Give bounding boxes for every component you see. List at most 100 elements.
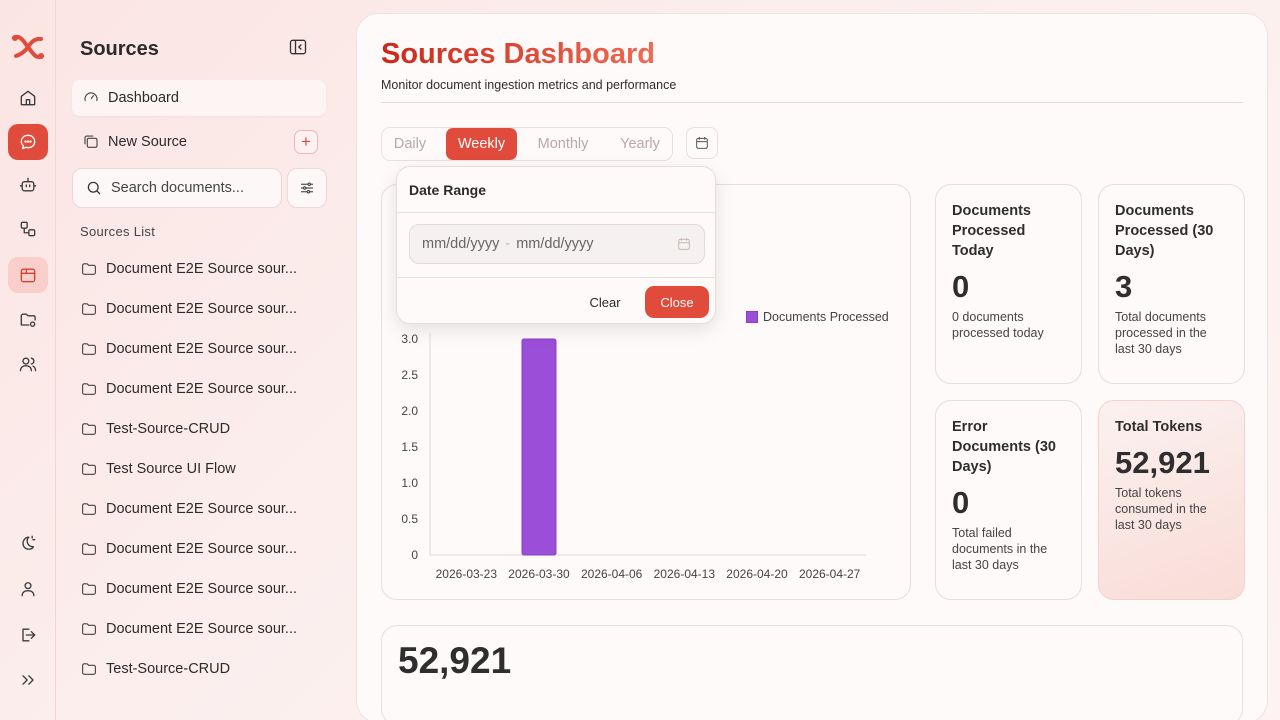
source-list-item[interactable]: Document E2E Source sour... <box>80 257 297 281</box>
date-range-input[interactable]: mm/dd/yyyy - mm/dd/yyyy <box>409 224 705 264</box>
tokens-summary-value: 52,921 <box>398 640 512 681</box>
x-tick-label: 2026-04-20 <box>726 567 788 581</box>
profile-button[interactable] <box>8 571 48 607</box>
source-name: Document E2E Source sour... <box>106 581 298 597</box>
source-list-item[interactable]: Test-Source-CRUD <box>80 417 230 441</box>
source-list-item[interactable]: Document E2E Source sour... <box>80 337 297 361</box>
app-logo-icon[interactable] <box>10 32 46 62</box>
nav-sources-button[interactable] <box>8 257 48 293</box>
legend-label: Documents Processed <box>763 310 889 324</box>
start-date-placeholder[interactable]: mm/dd/yyyy <box>422 236 500 252</box>
x-tick-label: 2026-03-23 <box>436 567 498 581</box>
calendar-picker-icon[interactable] <box>676 236 692 252</box>
nav-home-button[interactable] <box>8 80 48 116</box>
nav-users-button[interactable] <box>8 346 48 382</box>
nav-chat-button[interactable] <box>8 124 48 160</box>
period-yearly-tab[interactable]: Yearly <box>620 136 660 152</box>
source-list-item[interactable]: Document E2E Source sour... <box>80 377 297 401</box>
chart-bar <box>521 338 557 556</box>
sidebar-item-dashboard[interactable]: Dashboard <box>72 80 326 116</box>
source-name: Test Source UI Flow <box>106 461 236 477</box>
stat-title: Documents Processed (30 Days) <box>1115 203 1214 259</box>
clear-button[interactable]: Clear <box>589 294 621 310</box>
folder-icon <box>82 663 96 675</box>
chart-legend[interactable]: Documents Processed <box>746 310 889 324</box>
stat-description: Total failed documents in the last 30 da… <box>952 526 1048 572</box>
chat-icon <box>20 134 36 150</box>
source-list-item[interactable]: Test-Source-CRUD <box>80 657 230 681</box>
source-list-item[interactable]: Document E2E Source sour... <box>80 537 297 561</box>
source-name: Test-Source-CRUD <box>106 421 231 437</box>
dashboard-main: Sources Dashboard Monitor document inges… <box>356 13 1268 720</box>
page-subtitle: Monitor document ingestion metrics and p… <box>381 78 677 92</box>
folder-icon <box>82 463 96 475</box>
period-weekly-tab[interactable]: Weekly <box>446 128 517 160</box>
source-name: Document E2E Source sour... <box>106 541 298 557</box>
date-separator: - <box>505 236 511 252</box>
logout-button[interactable] <box>8 617 48 653</box>
stat-title: Documents Processed Today <box>952 203 1031 259</box>
search-box <box>72 168 282 208</box>
documents-bar-chart: 0 0.5 1.0 1.5 2.0 2.5 3.0 2026-03-23 2026-03-30 2… <box>401 332 866 581</box>
sidebar-item-new-source[interactable]: New Source <box>72 124 326 160</box>
stat-value: 0 <box>952 269 970 304</box>
page-title: Sources Dashboard <box>381 38 655 70</box>
folder-icon <box>82 263 96 275</box>
stat-card-tokens: Total Tokens 52,921 Total tokens consume… <box>1098 400 1245 600</box>
folder-icon <box>82 303 96 315</box>
close-button[interactable]: Close <box>645 286 709 318</box>
tokens-summary-card: 52,921 <box>381 625 1243 720</box>
collapse-panel-button[interactable] <box>288 37 310 59</box>
period-daily-tab[interactable]: Daily <box>393 136 427 152</box>
end-date-placeholder[interactable]: mm/dd/yyyy <box>516 236 594 252</box>
y-tick-label: 1.5 <box>401 440 418 454</box>
source-list-item[interactable]: Document E2E Source sour... <box>80 577 297 601</box>
users-icon <box>19 357 37 372</box>
search-input[interactable] <box>111 180 271 196</box>
nav-folder-settings-button[interactable] <box>8 302 48 338</box>
date-range-button[interactable] <box>686 127 718 159</box>
popover-divider <box>397 277 715 278</box>
source-name: Document E2E Source sour... <box>106 381 298 397</box>
source-list-item[interactable]: Test Source UI Flow <box>80 457 236 481</box>
y-tick-label: 2.5 <box>401 368 418 382</box>
panel-collapse-icon <box>289 39 307 55</box>
source-name: Document E2E Source sour... <box>106 621 298 637</box>
filter-button[interactable] <box>287 168 327 208</box>
x-tick-label: 2026-04-13 <box>654 567 716 581</box>
source-list-item[interactable]: Document E2E Source sour... <box>80 297 297 321</box>
header-divider <box>381 102 1243 103</box>
user-icon <box>21 582 35 597</box>
sidebar-item-label: Dashboard <box>108 90 179 106</box>
expand-sidebar-button[interactable] <box>8 662 48 698</box>
folder-icon <box>82 343 96 355</box>
stat-description: 0 documents processed today <box>952 310 1044 340</box>
x-tick-label: 2026-04-06 <box>581 567 643 581</box>
add-source-button[interactable]: + <box>294 130 318 154</box>
bot-icon <box>19 177 37 192</box>
x-tick-label: 2026-04-27 <box>799 567 861 581</box>
y-tick-label: 2.0 <box>401 404 418 418</box>
sliders-icon <box>301 182 313 194</box>
nav-agents-button[interactable] <box>8 167 48 203</box>
gauge-icon <box>84 92 98 102</box>
calendar-icon <box>696 137 708 149</box>
period-monthly-tab[interactable]: Monthly <box>537 136 589 152</box>
x-tick-label: 2026-03-30 <box>508 567 570 581</box>
legend-swatch <box>746 311 758 323</box>
plus-icon: + <box>301 132 311 151</box>
stat-card-30-days: Documents Processed (30 Days) 3 Total do… <box>1098 184 1245 384</box>
sidebar-item-label: New Source <box>108 134 187 150</box>
home-icon <box>20 90 36 106</box>
nav-workflows-button[interactable] <box>8 211 48 247</box>
stat-value: 0 <box>952 485 970 520</box>
theme-toggle-button[interactable] <box>8 525 48 561</box>
stat-card-errors: Error Documents (30 Days) 0 Total failed… <box>935 400 1082 600</box>
source-list-item[interactable]: Document E2E Source sour... <box>80 497 297 521</box>
source-list-item[interactable]: Document E2E Source sour... <box>80 617 297 641</box>
popover-divider <box>397 212 715 213</box>
folder-icon <box>82 623 96 635</box>
search-icon <box>87 181 101 195</box>
y-tick-label: 3.0 <box>401 332 418 346</box>
folder-icon <box>82 583 96 595</box>
